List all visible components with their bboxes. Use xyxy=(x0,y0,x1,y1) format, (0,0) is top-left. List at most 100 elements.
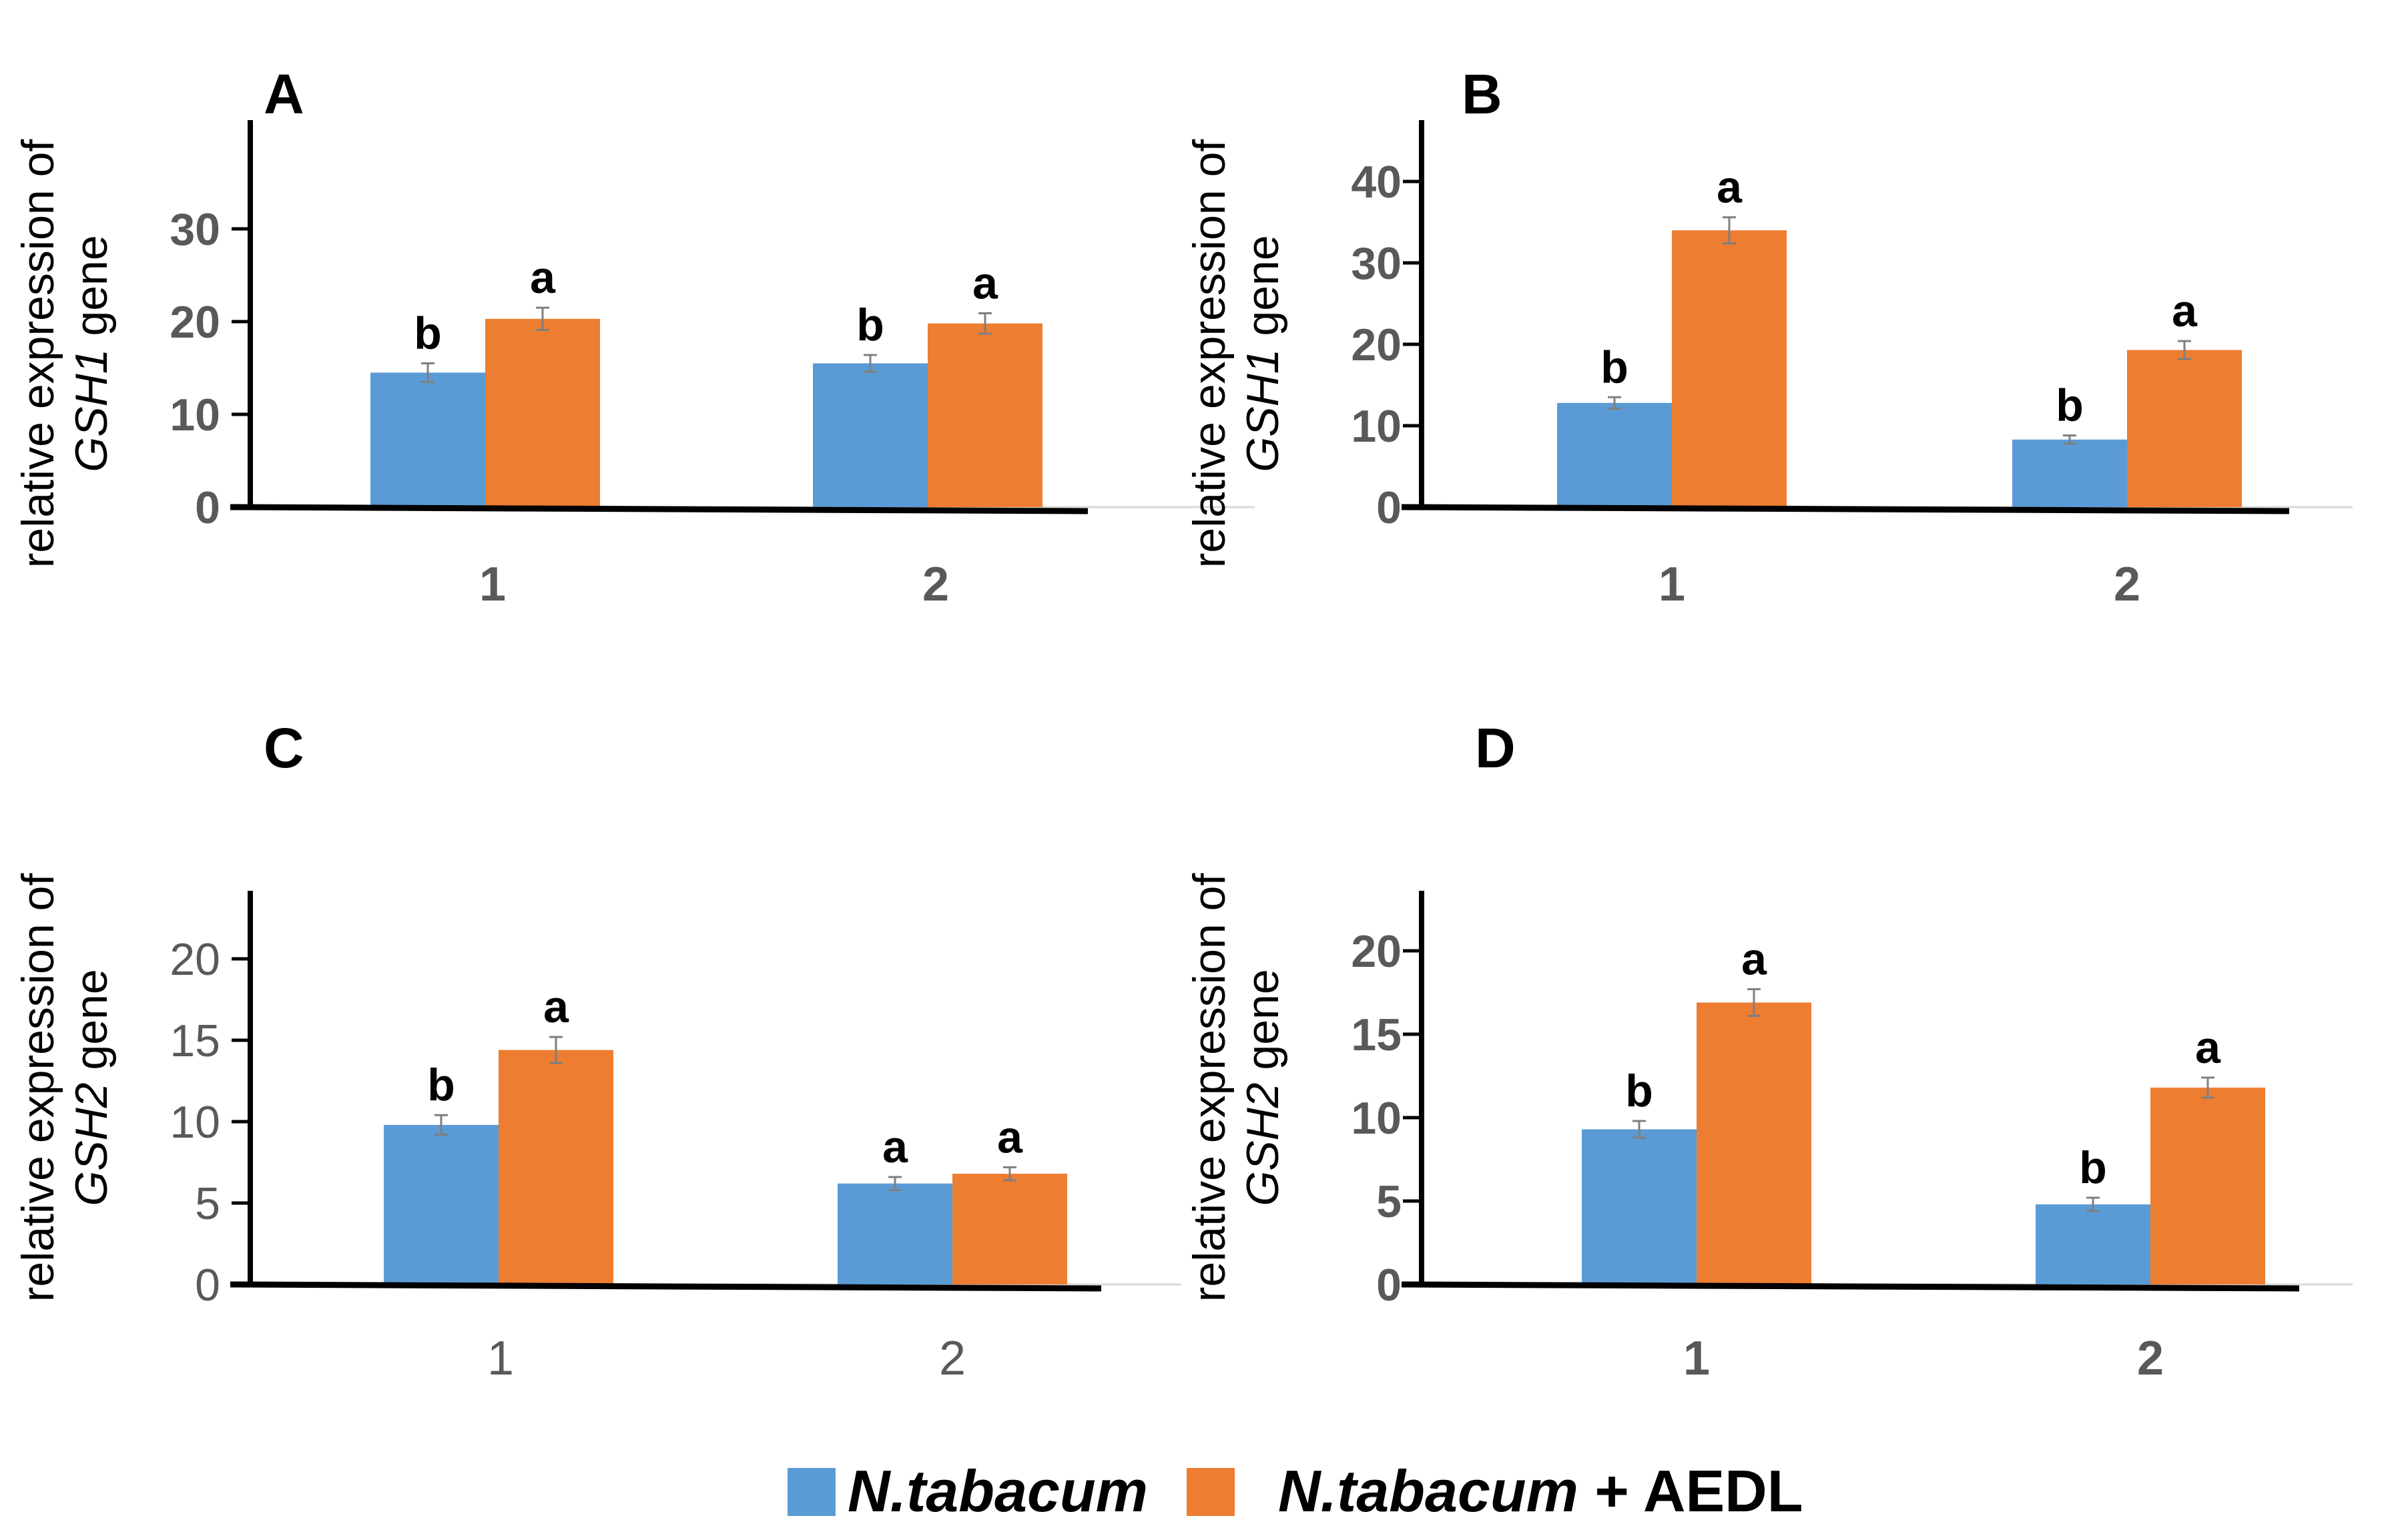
x-category-label-a-1: 1 xyxy=(479,558,506,611)
bar-c-cat2-series2 xyxy=(952,1174,1067,1284)
x-category-label-d-2: 2 xyxy=(2137,1332,2164,1385)
x-category-label-c-2: 2 xyxy=(939,1332,966,1385)
y-axis-label-suffix-b: gene xyxy=(1237,235,1288,348)
bar-d-cat1-series1 xyxy=(1582,1129,1697,1284)
bar-d-cat1-series2 xyxy=(1697,1002,1811,1284)
bar-c-cat1-series1 xyxy=(384,1124,499,1284)
bar-d-cat2-series2 xyxy=(2150,1088,2265,1284)
significance-letter-d-cat1-series2: a xyxy=(1741,934,1767,985)
bar-b-cat2-series1 xyxy=(2012,439,2127,507)
y-tick-label-c-0: 0 xyxy=(195,1260,220,1310)
x-axis-d xyxy=(1401,1281,2300,1292)
panel-letter-b: B xyxy=(1462,63,1502,125)
significance-letter-a-cat1-series1: b xyxy=(414,308,442,359)
y-tick-label-b-10: 10 xyxy=(1351,401,1402,452)
y-axis-label-a: relative expression of GSH1 gene xyxy=(13,139,117,568)
y-tick-label-d-0: 0 xyxy=(1376,1260,1402,1310)
x-category-label-c-1: 1 xyxy=(487,1332,514,1385)
legend-label-ntabacum-aedl-italic: N.tabacum xyxy=(1278,1458,1578,1524)
legend-label-ntabacum-aedl-suffix: + AEDL xyxy=(1578,1458,1803,1524)
bar-a-cat2-series1 xyxy=(813,363,928,507)
y-tick-label-d-5: 5 xyxy=(1376,1176,1402,1227)
y-tick-label-b-30: 30 xyxy=(1351,238,1402,289)
legend-label-ntabacum-aedl: N.tabacum + AEDL xyxy=(1278,1458,1803,1524)
significance-letter-a-cat1-series2: a xyxy=(530,252,556,303)
x-category-label-a-2: 2 xyxy=(922,558,949,611)
y-axis-label-c: relative expression of GSH2 gene xyxy=(13,873,117,1302)
bar-d-cat2-series1 xyxy=(2036,1204,2150,1284)
bar-c-cat1-series2 xyxy=(499,1050,613,1284)
x-axis-a xyxy=(230,504,1089,514)
y-tick-label-b-40: 40 xyxy=(1351,157,1402,208)
significance-letter-c-cat2-series2: a xyxy=(997,1112,1023,1162)
bar-a-cat1-series2 xyxy=(485,318,600,507)
significance-letter-d-cat2-series1: b xyxy=(2079,1142,2107,1193)
y-axis-label-line2-d: GSH2 gene xyxy=(1237,969,1288,1206)
legend: N.tabacum N.tabacum + AEDL xyxy=(788,1458,1803,1524)
y-axis-label-gene-d: GSH2 xyxy=(1237,1082,1288,1206)
y-axis-label-line1-b: relative expression of xyxy=(1184,139,1235,568)
y-axis-label-line1-c: relative expression of xyxy=(13,873,63,1302)
y-axis-label-gene-b: GSH1 xyxy=(1237,348,1288,472)
bar-a-cat2-series2 xyxy=(928,323,1042,507)
x-axis-b xyxy=(1401,504,2290,514)
y-tick-label-a-0: 0 xyxy=(195,482,220,533)
significance-letter-d-cat2-series2: a xyxy=(2195,1022,2221,1073)
y-axis-label-suffix-c: gene xyxy=(66,969,117,1082)
y-tick-label-d-20: 20 xyxy=(1351,926,1402,977)
y-axis-label-gene-a: GSH1 xyxy=(66,348,117,472)
legend-label-ntabacum: N.tabacum xyxy=(848,1458,1148,1524)
significance-letter-c-cat1-series2: a xyxy=(543,982,569,1032)
significance-letter-b-cat2-series2: a xyxy=(2172,286,2198,336)
y-axis-label-line2-a: GSH1 gene xyxy=(66,235,117,472)
y-tick-label-a-30: 30 xyxy=(170,204,220,255)
y-axis-label-suffix-a: gene xyxy=(66,235,117,348)
significance-letter-b-cat1-series2: a xyxy=(1717,162,1743,213)
significance-letter-a-cat2-series2: a xyxy=(972,258,998,308)
y-axis-label-line2-b: GSH1 gene xyxy=(1237,235,1288,472)
y-tick-label-c-20: 20 xyxy=(170,934,220,985)
significance-letter-a-cat2-series1: b xyxy=(856,300,884,350)
y-axis-label-d: relative expression of GSH2 gene xyxy=(1184,873,1288,1302)
bar-b-cat1-series1 xyxy=(1557,402,1672,507)
x-category-label-b-1: 1 xyxy=(1659,558,1685,611)
x-category-label-b-2: 2 xyxy=(2114,558,2140,611)
x-category-label-d-1: 1 xyxy=(1683,1332,1710,1385)
panel-letter-c: C xyxy=(264,717,304,779)
bar-c-cat2-series1 xyxy=(838,1183,952,1284)
significance-letter-c-cat2-series1: a xyxy=(882,1122,908,1172)
significance-letter-d-cat1-series1: b xyxy=(1625,1066,1653,1116)
y-axis-label-line1-d: relative expression of xyxy=(1184,873,1235,1302)
panel-letter-d: D xyxy=(1475,717,1516,779)
y-tick-label-b-20: 20 xyxy=(1351,320,1402,370)
y-tick-label-c-15: 15 xyxy=(170,1016,220,1066)
legend-swatch-ntabacum xyxy=(788,1468,836,1516)
y-tick-label-a-10: 10 xyxy=(170,390,220,440)
y-tick-label-c-5: 5 xyxy=(195,1178,220,1229)
significance-letter-b-cat2-series1: b xyxy=(2056,380,2084,431)
y-tick-label-d-10: 10 xyxy=(1351,1093,1402,1144)
bar-b-cat1-series2 xyxy=(1672,230,1787,507)
y-axis-label-gene-c: GSH2 xyxy=(66,1082,117,1206)
y-tick-label-d-15: 15 xyxy=(1351,1010,1402,1060)
significance-letter-c-cat1-series1: b xyxy=(427,1060,455,1110)
x-axis-c xyxy=(230,1281,1102,1292)
y-axis-label-line1-a: relative expression of xyxy=(13,139,63,568)
panel-letter-a: A xyxy=(264,63,304,125)
bar-b-cat2-series2 xyxy=(2127,350,2242,507)
y-tick-label-c-10: 10 xyxy=(170,1097,220,1148)
y-axis-label-line2-c: GSH2 gene xyxy=(66,969,117,1206)
bar-a-cat1-series1 xyxy=(370,372,485,507)
significance-letter-b-cat1-series1: b xyxy=(1600,342,1628,392)
y-tick-label-b-0: 0 xyxy=(1376,482,1402,533)
legend-swatch-ntabacum-aedl xyxy=(1187,1468,1235,1516)
y-axis-label-b: relative expression of GSH1 gene xyxy=(1184,139,1288,568)
y-tick-label-a-20: 20 xyxy=(170,297,220,348)
y-axis-label-suffix-d: gene xyxy=(1237,969,1288,1082)
